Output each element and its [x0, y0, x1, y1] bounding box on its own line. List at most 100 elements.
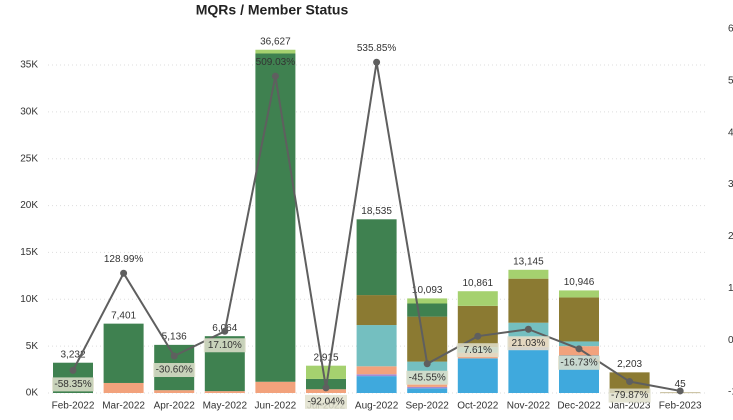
bar-segment: [356, 219, 397, 296]
bar-segment: [204, 391, 245, 393]
bar-segment: [559, 297, 599, 342]
line-point: [575, 345, 583, 353]
line-label: 7.61%: [464, 345, 492, 356]
y2-tick-label: 600%: [728, 24, 733, 35]
total-label: 2,915: [313, 352, 338, 363]
x-tick-label: Jun-2022: [255, 401, 297, 412]
bar-segment: [255, 381, 296, 393]
label-bg: [153, 363, 196, 378]
y2-tick-label: 300%: [728, 179, 733, 190]
x-tick-label: Dec-2022: [557, 401, 601, 412]
total-label: 13,145: [513, 256, 544, 267]
y2-tick-label: 200%: [728, 231, 733, 242]
line-point: [69, 366, 77, 374]
label-bg: [558, 355, 600, 370]
line-point: [373, 58, 381, 66]
total-label: 36,627: [260, 36, 291, 47]
bar-segment: [407, 298, 448, 304]
bar-segment: [306, 365, 346, 379]
line-label: -58.35%: [54, 379, 91, 390]
y2-tick-label: 400%: [728, 127, 733, 138]
x-tick-label: Nov-2022: [507, 401, 551, 412]
x-tick-label: Apr-2022: [154, 401, 196, 412]
bar-segment: [356, 295, 397, 326]
line-label: -30.60%: [156, 365, 193, 376]
bar-segment: [356, 374, 397, 377]
total-label: 45: [675, 379, 687, 390]
bar-segment: [508, 349, 549, 393]
total-label: 5,136: [162, 332, 187, 343]
x-tick-label: Oct-2022: [457, 401, 499, 412]
total-label: 3,232: [60, 349, 85, 360]
y-tick-label: 10K: [20, 294, 38, 305]
x-tick-label: Feb-2022: [52, 401, 95, 412]
bar-segment: [559, 290, 599, 298]
bar-segment: [457, 358, 498, 393]
y2-tick-label: 0%: [728, 335, 733, 346]
line-label: 17.10%: [208, 340, 242, 351]
total-label: 7,401: [111, 310, 136, 321]
x-tick-label: Aug-2022: [355, 401, 399, 412]
bar-segment: [508, 269, 549, 279]
line-label: 128.99%: [104, 254, 144, 265]
bar-segment: [457, 291, 498, 306]
y-tick-label: 35K: [20, 60, 38, 71]
total-label: 2,203: [617, 359, 642, 370]
bar-segment: [407, 384, 448, 387]
line-point: [120, 269, 128, 277]
total-label: 10,946: [564, 277, 595, 288]
bar-segment: [457, 305, 498, 348]
chart-title: MQRs / Member Status: [196, 2, 349, 18]
label-bg: [608, 388, 651, 403]
y-tick-label: 25K: [20, 153, 38, 164]
x-tick-label: May-2022: [203, 401, 248, 412]
line-point: [423, 360, 431, 368]
bar-segment: [255, 53, 296, 382]
bar-segment: [407, 386, 448, 389]
line-point: [271, 72, 279, 80]
line-point: [676, 387, 684, 395]
bar-segment: [255, 49, 296, 54]
x-tick-label: Sep-2022: [406, 401, 450, 412]
line-label: -92.04%: [307, 397, 344, 408]
bar-segment: [356, 376, 397, 393]
label-bg: [507, 336, 550, 351]
y-tick-label: 30K: [20, 106, 38, 117]
total-label: 18,535: [361, 206, 392, 217]
label-bg: [456, 343, 499, 358]
y2-tick-label: 100%: [728, 283, 733, 294]
bar-segment: [356, 366, 397, 375]
line-point: [221, 327, 229, 335]
bar-segment: [356, 325, 397, 367]
bar-segment: [407, 303, 448, 317]
x-tick-label: Mar-2022: [102, 401, 145, 412]
line-point: [170, 352, 178, 360]
x-tick-label: Jan-2023: [609, 401, 651, 412]
line-point: [474, 332, 482, 340]
bar-segment: [103, 323, 144, 383]
label-bg: [406, 370, 449, 385]
line-label: 509.03%: [256, 57, 296, 68]
x-tick-label: Feb-2023: [659, 401, 702, 412]
line-point: [626, 378, 634, 386]
line-point: [524, 325, 532, 333]
y-tick-label: 15K: [20, 247, 38, 258]
y2-tick-label: -100%: [728, 387, 733, 398]
label-bg: [203, 338, 246, 353]
label-bg: [305, 394, 347, 409]
bar-segment: [559, 341, 599, 347]
line-label: 535.85%: [357, 43, 397, 54]
line-label: -79.87%: [611, 390, 648, 401]
y-tick-label: 5K: [26, 341, 39, 352]
total-label: 10,861: [463, 278, 494, 289]
bar-segment: [508, 278, 549, 323]
line-label: -16.73%: [560, 357, 597, 368]
line-label: 21.03%: [511, 338, 545, 349]
bar-segment: [154, 390, 195, 393]
line-point: [322, 384, 330, 392]
y-tick-label: 0K: [26, 388, 39, 399]
y2-tick-label: 500%: [728, 75, 733, 86]
label-bg: [52, 377, 94, 392]
total-label: 10,093: [412, 285, 443, 296]
